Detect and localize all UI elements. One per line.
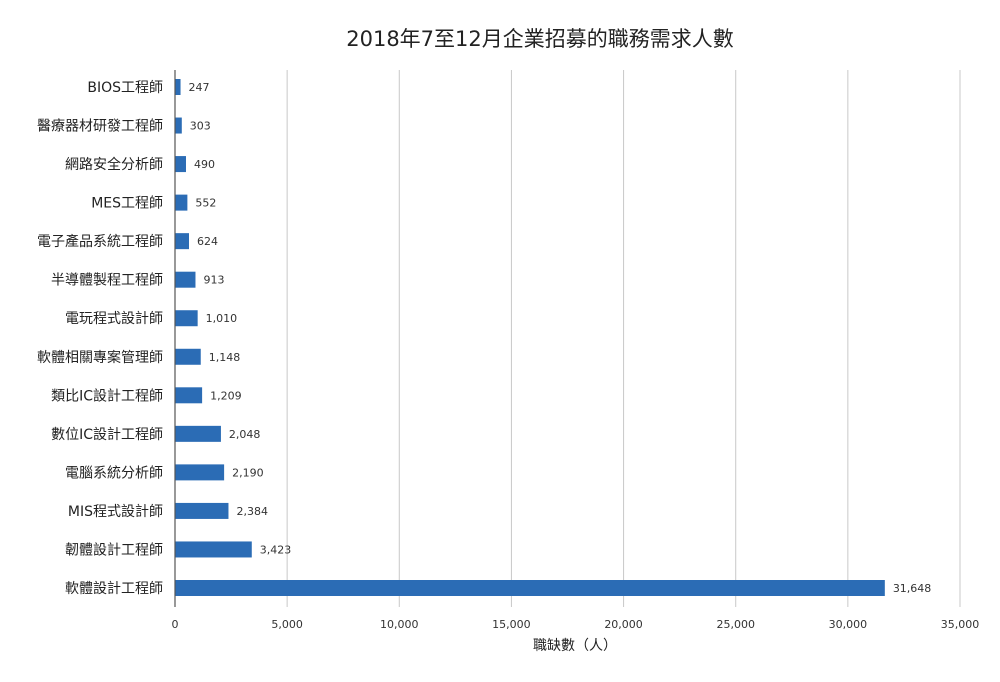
bar [175, 387, 203, 404]
category-label: MIS程式設計師 [68, 504, 163, 520]
category-label: 軟體設計工程師 [65, 581, 163, 597]
data-label: 2,384 [236, 505, 268, 518]
category-label: BIOS工程師 [87, 80, 163, 96]
data-label: 624 [197, 235, 218, 248]
category-label: 數位IC設計工程師 [51, 427, 163, 443]
category-label: 半導體製程工程師 [51, 273, 163, 289]
bar [175, 79, 181, 95]
bar [175, 464, 225, 481]
bar [175, 194, 188, 211]
x-tick-label: 0 [172, 618, 179, 631]
data-label: 913 [203, 274, 224, 287]
data-label: 1,010 [206, 312, 238, 325]
x-tick-labels: 0 5,000 10,000 15,000 20,000 25,000 30,000 35,0… [172, 618, 980, 631]
bar [175, 541, 252, 558]
data-label: 31,648 [893, 582, 932, 595]
bar [175, 580, 885, 596]
category-label: 網路安全分析師 [65, 156, 163, 173]
x-tick-label: 5,000 [271, 618, 303, 631]
x-axis-title: 職缺數（人） [533, 638, 617, 654]
category-label: MES工程師 [91, 196, 163, 212]
data-label: 490 [194, 158, 215, 171]
x-tick-label: 25,000 [716, 618, 755, 631]
data-label: 1,209 [210, 389, 242, 402]
bar [175, 117, 182, 134]
category-label: 韌體設計工程師 [65, 542, 163, 558]
bars [175, 79, 885, 596]
bar [175, 233, 189, 250]
gridlines [286, 70, 961, 607]
bar [175, 425, 221, 442]
category-label: 軟體相關專案管理師 [37, 349, 163, 366]
data-label: 303 [190, 120, 211, 133]
bar [175, 502, 229, 519]
category-label: 電子產品系統工程師 [37, 233, 163, 250]
x-tick-label: 20,000 [604, 618, 643, 631]
bar [175, 271, 196, 288]
category-label: 電玩程式設計師 [65, 311, 163, 327]
data-label: 3,423 [260, 543, 292, 556]
value-labels: 247 303 490 552 624 913 1,010 1,148 1,209 2,048 2,… [189, 81, 932, 595]
data-label: 247 [189, 81, 210, 94]
x-tick-label: 10,000 [380, 618, 419, 631]
x-tick-label: 30,000 [829, 618, 868, 631]
category-label: 醫療器材研發工程師 [37, 118, 163, 135]
data-label: 552 [195, 197, 216, 210]
category-label: 電腦系統分析師 [65, 465, 163, 481]
data-label: 1,148 [209, 351, 241, 364]
data-label: 2,048 [229, 428, 261, 441]
data-label: 2,190 [232, 466, 264, 479]
bar [175, 310, 198, 327]
bar [175, 348, 201, 365]
x-tick-label: 35,000 [941, 618, 980, 631]
category-label: 類比IC設計工程師 [51, 388, 163, 404]
bar [175, 156, 186, 173]
x-tick-label: 15,000 [492, 618, 531, 631]
chart-title: 2018年7至12月企業招募的職務需求人數 [346, 27, 734, 51]
